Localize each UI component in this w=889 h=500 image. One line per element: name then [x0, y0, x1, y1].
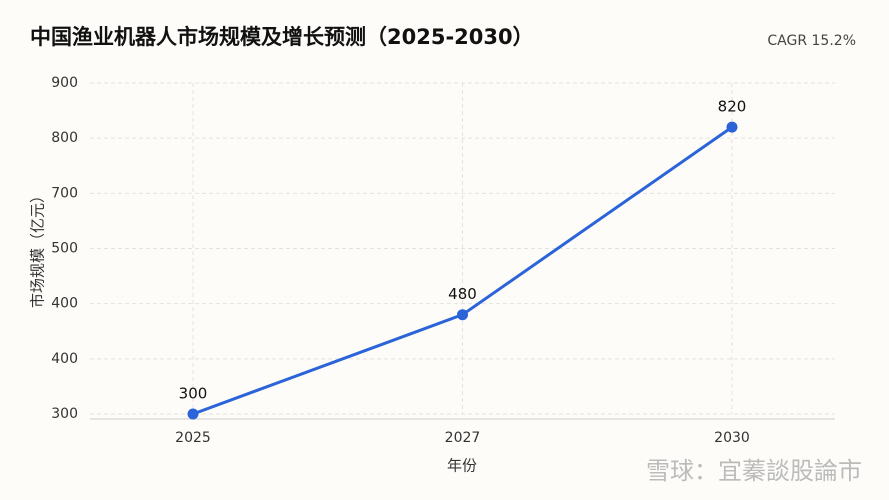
point: [457, 309, 468, 321]
x-axis-label: 年份: [447, 457, 477, 475]
watermark: 雪球：宜蓁談股論市: [646, 457, 862, 485]
data-label: 480: [448, 285, 477, 303]
x-tick-label: 2030: [714, 430, 750, 446]
chart-title: 中国渔业机器人市场规模及增长预测（2025-2030）: [30, 25, 534, 49]
data-label: 820: [718, 98, 747, 116]
y-tick-label: 900: [51, 75, 78, 91]
point: [726, 121, 738, 133]
chart-subtitle: CAGR 15.2%: [767, 33, 856, 49]
y-tick-label: 500: [51, 241, 78, 257]
y-tick-label: 300: [51, 406, 78, 422]
y-tick-label: 700: [51, 185, 78, 201]
y-tick-label: 800: [51, 130, 78, 146]
data-label: 300: [179, 385, 208, 403]
x-tick-label: 2025: [175, 430, 211, 446]
point: [187, 408, 199, 420]
y-axis-label: 市场规模（亿元）: [29, 188, 47, 308]
y-tick-label: 400: [51, 296, 78, 312]
y-tick-label: 400: [51, 351, 78, 367]
x-tick-label: 2027: [445, 430, 481, 446]
